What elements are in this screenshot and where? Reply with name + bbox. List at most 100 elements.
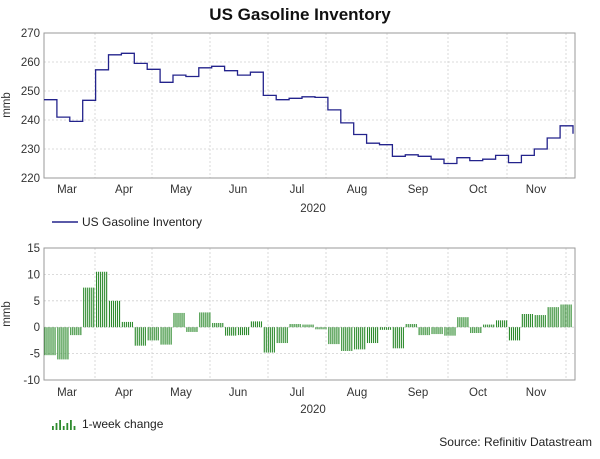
bar bbox=[405, 324, 417, 328]
bar-stripe bbox=[284, 327, 286, 344]
bar-stripe bbox=[104, 271, 106, 328]
bar-stripe bbox=[560, 304, 562, 328]
bar bbox=[470, 327, 482, 334]
top-x-tick-label: May bbox=[170, 184, 192, 196]
bar-stripe bbox=[424, 327, 426, 336]
bar-stripe bbox=[256, 321, 258, 328]
bar-stripe bbox=[170, 327, 172, 345]
bar-stripe bbox=[102, 271, 104, 328]
bar bbox=[121, 321, 134, 328]
bar-stripe bbox=[512, 327, 515, 341]
bar-stripe bbox=[205, 312, 207, 328]
bottom-y-tick-label: 15 bbox=[27, 243, 40, 255]
legend-bar-stripe bbox=[55, 423, 58, 430]
inventory-series-line bbox=[44, 52, 574, 165]
bar bbox=[134, 327, 146, 346]
bar-stripe bbox=[306, 324, 308, 328]
bar-stripe bbox=[80, 327, 82, 336]
bottom-y-tick-label: -5 bbox=[30, 349, 40, 361]
bar-stripe bbox=[106, 271, 108, 328]
bar-stripe bbox=[504, 320, 506, 328]
bar-stripe bbox=[222, 322, 224, 328]
bar-stripe bbox=[243, 327, 246, 336]
bottom-y-tick-label: 10 bbox=[27, 269, 40, 281]
bar-stripe bbox=[239, 327, 242, 336]
bar-stripe bbox=[487, 324, 489, 328]
bar bbox=[341, 327, 353, 351]
top-y-tick-labels: 220 230 240 250 260 270 bbox=[21, 28, 40, 185]
bar-stripe bbox=[89, 287, 91, 328]
bar bbox=[366, 327, 379, 344]
bar-stripe bbox=[549, 307, 551, 328]
bar-stripe bbox=[396, 327, 398, 349]
bar bbox=[186, 327, 198, 332]
bar-stripe bbox=[330, 327, 332, 345]
top-x-tick-label: Aug bbox=[347, 184, 367, 196]
chart-title: US Gasoline Inventory bbox=[209, 5, 391, 24]
bottom-y-tick-label: 0 bbox=[34, 322, 40, 334]
bottom-y-axis-label: mmb bbox=[1, 301, 13, 327]
bar-stripe bbox=[76, 327, 78, 336]
bar-stripe bbox=[426, 327, 428, 336]
bar-stripe bbox=[164, 327, 166, 345]
bar-stripe bbox=[540, 315, 542, 328]
bottom-y-tick-labels: -10 -5 0 5 10 15 bbox=[23, 243, 40, 387]
bar-stripe bbox=[448, 327, 450, 336]
bar-stripe bbox=[265, 327, 267, 353]
bottom-x-tick-label: Apr bbox=[115, 387, 133, 399]
bar-stripe bbox=[405, 324, 407, 328]
bar-stripe bbox=[553, 307, 555, 328]
bar bbox=[289, 324, 301, 328]
bar-stripe bbox=[366, 327, 369, 344]
bar-stripe bbox=[371, 327, 373, 344]
bar-stripe bbox=[400, 327, 402, 349]
bar-stripe bbox=[304, 324, 306, 328]
bar-stripe bbox=[119, 300, 121, 328]
bar-stripe bbox=[343, 327, 345, 351]
bar-stripe bbox=[502, 320, 504, 328]
bar-stripe bbox=[409, 324, 411, 328]
bar-stripe bbox=[299, 324, 301, 328]
bar-stripe bbox=[114, 300, 117, 328]
bar-stripe bbox=[57, 327, 59, 360]
bar-stripe bbox=[188, 327, 190, 332]
bar-stripe bbox=[461, 317, 463, 328]
bar-stripe bbox=[136, 327, 138, 346]
bar-stripe bbox=[557, 307, 559, 328]
bar-stripe bbox=[65, 327, 67, 360]
bar-stripe bbox=[214, 322, 216, 328]
bar-stripe bbox=[181, 312, 183, 328]
bar bbox=[147, 327, 159, 341]
bar-stripe bbox=[134, 327, 136, 346]
bar-stripe bbox=[116, 300, 119, 328]
bar-stripe bbox=[157, 327, 159, 341]
bar-stripe bbox=[231, 327, 233, 336]
bar-stripe bbox=[523, 314, 525, 328]
bar-stripe bbox=[450, 327, 452, 336]
top-y-tick-label: 220 bbox=[21, 173, 40, 185]
bar-stripe bbox=[389, 327, 392, 330]
bar-stripe bbox=[467, 317, 469, 328]
bar-stripe bbox=[151, 327, 153, 341]
bar-stripe bbox=[227, 327, 229, 336]
bar bbox=[547, 307, 559, 328]
bar-stripe bbox=[166, 327, 168, 345]
legend-bar-stripe bbox=[59, 420, 61, 430]
bar-stripe bbox=[351, 327, 353, 351]
bar-stripe bbox=[155, 327, 157, 341]
bar-stripe bbox=[96, 271, 98, 328]
bar-stripe bbox=[282, 327, 284, 344]
bar-stripe bbox=[142, 327, 144, 346]
bar-stripe bbox=[568, 304, 570, 328]
top-plot-frame bbox=[43, 32, 576, 179]
bar bbox=[534, 315, 546, 328]
bar-stripe bbox=[248, 327, 250, 336]
bar-stripe bbox=[551, 307, 553, 328]
bar-stripe bbox=[229, 327, 231, 336]
bar-stripe bbox=[341, 327, 343, 351]
bar-stripe bbox=[321, 327, 323, 330]
bar-stripe bbox=[177, 312, 179, 328]
bar-stripe bbox=[364, 327, 366, 350]
